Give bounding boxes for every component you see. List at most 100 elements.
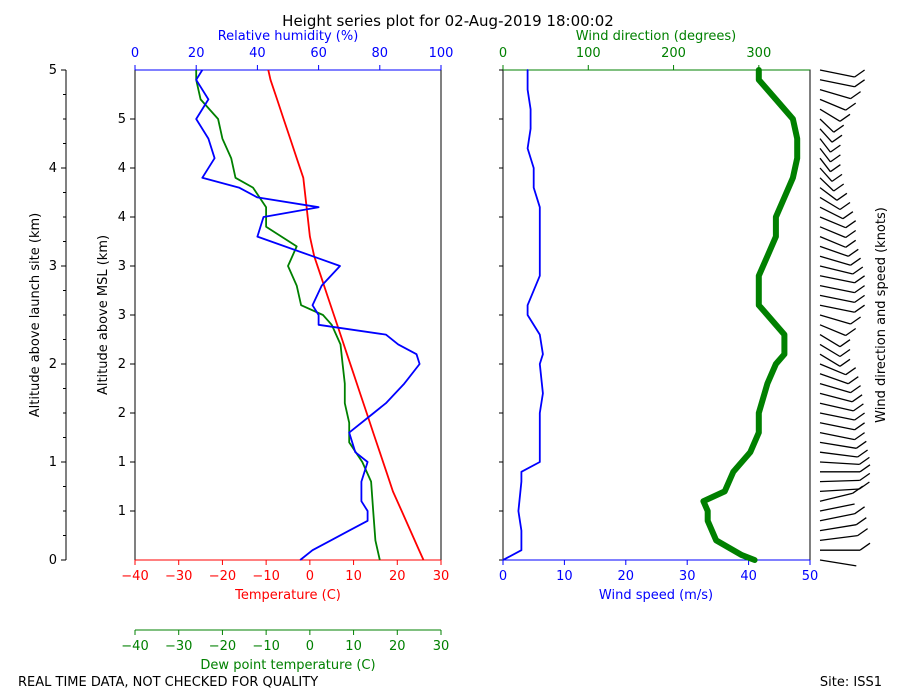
thermo-axis-ticks: 1 1 2 2 3 3 4 4 5 −40 −30 −20 −10 0 10 20 30 −40 −30 −20 −10… bbox=[118, 46, 454, 654]
barb-flag bbox=[836, 192, 848, 201]
dew-axis-label: Dew point temperature (C) bbox=[200, 658, 375, 673]
barb-flag bbox=[859, 464, 871, 473]
barb-staff bbox=[819, 314, 851, 325]
dew-tick-label: −20 bbox=[209, 639, 236, 654]
barb-staff bbox=[819, 108, 841, 122]
barb-flag bbox=[854, 412, 865, 421]
barb-flag bbox=[845, 367, 857, 376]
barb-flag bbox=[850, 385, 861, 394]
barb-flag bbox=[830, 144, 841, 153]
dew-tick-label: 10 bbox=[345, 639, 362, 654]
barb-staff bbox=[819, 479, 860, 483]
rh-axis-label: Relative humidity (%) bbox=[218, 29, 359, 44]
barb-flag bbox=[830, 164, 841, 173]
barb-flag bbox=[845, 229, 857, 239]
barb-flag bbox=[845, 239, 857, 248]
barb-staff bbox=[819, 79, 855, 88]
barb-staff bbox=[819, 216, 846, 229]
barb-flag bbox=[833, 183, 845, 192]
barb-flag bbox=[839, 348, 851, 358]
barb-staff bbox=[819, 422, 855, 431]
dew-tick-label: 0 bbox=[306, 639, 314, 654]
barb-flag bbox=[839, 358, 851, 367]
speed-tick-label: 40 bbox=[740, 569, 757, 584]
barb-flag bbox=[857, 528, 868, 537]
barb-flag bbox=[854, 422, 865, 431]
temp-tick-label: 0 bbox=[306, 569, 314, 584]
barb-staff bbox=[819, 334, 841, 348]
thermo-series bbox=[195, 69, 425, 561]
msl-tick-label: 2 bbox=[118, 406, 126, 421]
barb-staff bbox=[819, 392, 853, 403]
barb-staff bbox=[819, 488, 860, 493]
wind-barbs-label: Wind direction and speed (knots) bbox=[874, 207, 889, 423]
speed-tick-label: 50 bbox=[802, 569, 819, 584]
barb-flag bbox=[845, 220, 857, 229]
temp-tick-label: 30 bbox=[433, 569, 450, 584]
series-line-temperature bbox=[267, 69, 425, 561]
speed-tick-label: 30 bbox=[679, 569, 696, 584]
wind-barbs bbox=[819, 69, 871, 567]
barb-flag bbox=[839, 113, 851, 122]
barb-staff bbox=[819, 245, 849, 257]
dew-tick-label: −30 bbox=[165, 639, 192, 654]
barb-flag bbox=[854, 285, 865, 294]
barb-staff bbox=[819, 441, 857, 449]
barb-staff bbox=[819, 492, 853, 502]
barb-staff bbox=[819, 373, 849, 385]
barb-flag bbox=[845, 102, 857, 111]
barb-staff bbox=[819, 461, 860, 466]
barb-flag bbox=[854, 69, 865, 78]
barb-staff bbox=[819, 138, 831, 153]
msl-tick-label: 4 bbox=[118, 210, 126, 225]
msl-tick-label: 3 bbox=[118, 259, 126, 274]
rh-tick-label: 80 bbox=[372, 46, 389, 61]
site-tick-label: 2 bbox=[49, 357, 57, 372]
barb-staff bbox=[819, 524, 857, 532]
dew-tick-label: −40 bbox=[121, 639, 148, 654]
barb-staff bbox=[819, 206, 844, 220]
site-altitude-axis: 0 1 2 3 4 5 bbox=[49, 63, 67, 568]
rh-tick-label: 100 bbox=[429, 46, 454, 61]
wind-dir-axis-label: Wind direction (degrees) bbox=[576, 29, 736, 44]
speed-tick-label: 20 bbox=[618, 569, 635, 584]
site-altitude-label: Altitude above launch site (km) bbox=[28, 213, 43, 417]
series-line-dew-point bbox=[195, 70, 381, 561]
series-line-wind-direction bbox=[700, 67, 801, 563]
series-line-relative-humidity bbox=[195, 69, 421, 561]
barb-flag bbox=[845, 327, 857, 337]
barb-flag bbox=[857, 449, 868, 458]
barb-flag bbox=[859, 456, 870, 465]
barb-flag bbox=[831, 173, 843, 182]
site-tick-label: 1 bbox=[49, 455, 57, 470]
msl-tick-label: 2 bbox=[118, 357, 126, 372]
barb-staff bbox=[819, 503, 855, 512]
rh-tick-label: 20 bbox=[188, 46, 205, 61]
rh-tick-label: 60 bbox=[310, 46, 327, 61]
barb-flag bbox=[859, 542, 871, 551]
wind-axis-ticks: 0 10 20 30 40 50 0 100 200 300 bbox=[499, 46, 818, 584]
barb-staff bbox=[819, 382, 851, 394]
site-tick-label: 0 bbox=[49, 553, 57, 568]
dew-tick-label: 20 bbox=[389, 639, 406, 654]
barb-staff bbox=[819, 69, 855, 78]
barb-flag bbox=[855, 440, 867, 449]
dir-tick-label: 100 bbox=[576, 46, 601, 61]
barb-staff bbox=[819, 265, 853, 275]
temp-tick-label: 10 bbox=[345, 569, 362, 584]
barb-staff bbox=[819, 275, 855, 284]
barb-flag bbox=[850, 91, 861, 100]
temp-tick-label: −40 bbox=[121, 569, 148, 584]
barb-staff bbox=[819, 402, 854, 412]
temp-tick-label: 20 bbox=[389, 569, 406, 584]
thermo-panel: 1 1 2 2 3 3 4 4 5 −40 −30 −20 −10 0 10 20 30 −40 −30 −20 −10… bbox=[118, 46, 454, 654]
temp-tick-label: −30 bbox=[165, 569, 192, 584]
footer-site: Site: ISS1 bbox=[820, 675, 882, 690]
msl-tick-label: 4 bbox=[118, 161, 126, 176]
thermo-frame bbox=[134, 69, 442, 561]
barb-flag bbox=[859, 472, 871, 481]
msl-tick-label: 1 bbox=[118, 455, 126, 470]
barb-staff bbox=[819, 559, 857, 567]
chart-title: Height series plot for 02-Aug-2019 18:00… bbox=[282, 12, 614, 30]
speed-tick-label: 0 bbox=[499, 569, 507, 584]
